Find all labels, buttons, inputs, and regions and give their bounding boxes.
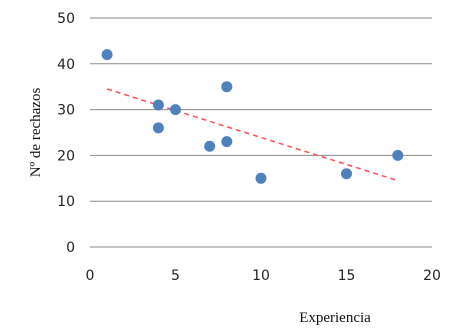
data-point xyxy=(170,104,181,116)
data-point xyxy=(221,81,233,93)
x-tick-label: 0 xyxy=(86,268,95,284)
x-axis-title: Experiencia xyxy=(299,310,371,326)
y-tick-label: 0 xyxy=(66,240,75,256)
data-point xyxy=(341,168,352,180)
data-point xyxy=(204,140,216,152)
x-tick-label: 15 xyxy=(338,268,356,284)
data-point xyxy=(152,99,164,111)
x-tick-labels: 0 5 10 15 20 xyxy=(86,268,441,284)
data-point xyxy=(101,49,113,61)
x-tick-label: 5 xyxy=(171,268,180,284)
data-point xyxy=(255,172,267,184)
gridlines xyxy=(90,17,432,202)
x-tick-label: 10 xyxy=(252,268,270,284)
y-axis-title: Nº de rechazos xyxy=(28,88,44,178)
y-tick-labels: 0 10 20 30 40 50 xyxy=(57,11,75,256)
trendline xyxy=(106,88,399,182)
y-tick-label: 10 xyxy=(57,194,75,210)
x-tick-label: 20 xyxy=(423,268,441,284)
data-point xyxy=(221,136,233,148)
y-tick-label: 50 xyxy=(57,11,75,27)
y-tick-label: 30 xyxy=(57,103,75,119)
data-point xyxy=(152,122,164,134)
y-tick-label: 40 xyxy=(57,57,75,73)
y-tick-label: 20 xyxy=(57,148,75,164)
data-points xyxy=(101,49,404,184)
data-point xyxy=(392,149,404,161)
